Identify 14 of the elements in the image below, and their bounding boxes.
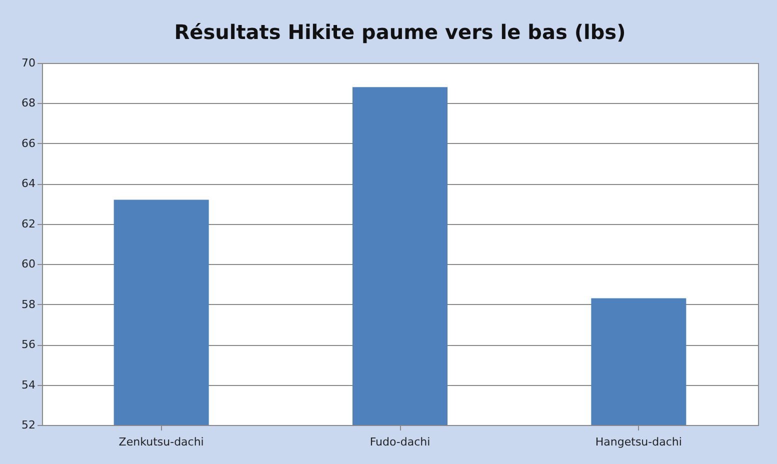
y-tick-label: 66 <box>22 136 36 150</box>
y-tick-label: 54 <box>22 378 36 392</box>
y-tick-label: 64 <box>22 177 36 190</box>
chart-title: Résultats Hikite paume vers le bas (lbs) <box>174 20 626 44</box>
x-tick-label: Fudo-dachi <box>370 436 430 448</box>
y-tick-label: 70 <box>22 56 36 70</box>
y-tick-label: 56 <box>22 338 36 352</box>
y-tick-label: 60 <box>22 258 36 271</box>
y-tick-label: 58 <box>22 298 36 311</box>
x-tick-label: Zenkutsu-dachi <box>118 436 204 448</box>
y-tick-label: 52 <box>22 418 36 432</box>
y-tick-label: 68 <box>22 96 36 110</box>
y-tick-label: 62 <box>22 217 36 230</box>
x-tick-label: Hangetsu-dachi <box>595 436 682 448</box>
